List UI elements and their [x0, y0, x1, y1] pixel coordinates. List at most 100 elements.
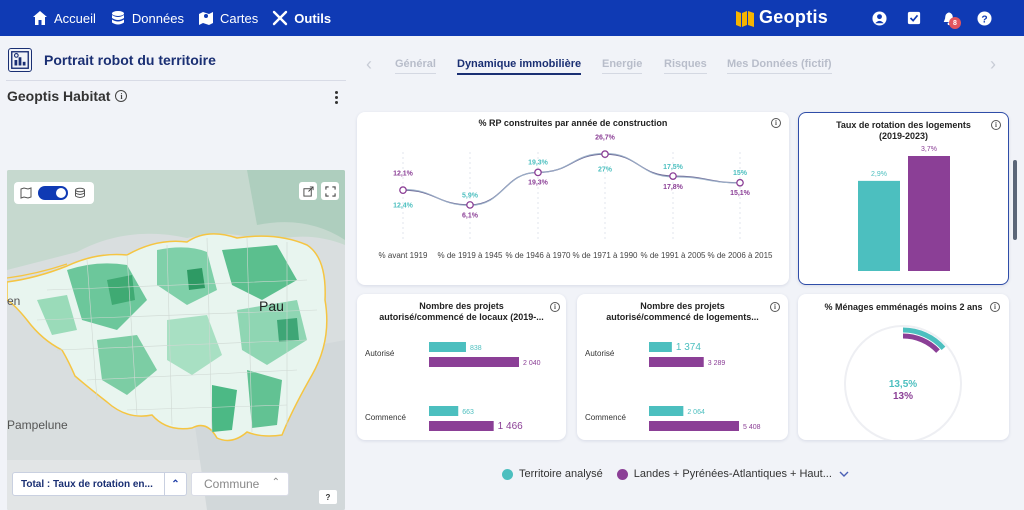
- data-mode-icon[interactable]: [74, 187, 86, 199]
- help-button[interactable]: ?: [975, 9, 993, 27]
- info-icon[interactable]: i: [771, 118, 781, 128]
- x-tick-label: % de 1946 à 1970: [506, 251, 571, 260]
- tab-energie[interactable]: Energie: [602, 58, 643, 74]
- bar: [429, 342, 466, 352]
- brand-logo[interactable]: Geoptis: [735, 7, 828, 28]
- data-label: 13,5%: [889, 379, 917, 390]
- card-title: Taux de rotation des logements (2019-202…: [836, 120, 971, 141]
- category-label: Commencé: [585, 413, 626, 422]
- map-label-pau: Pau: [259, 298, 284, 314]
- tab-prev-arrow-icon[interactable]: ‹: [366, 54, 372, 74]
- card-title: Nombre des projets autorisé/commencé de …: [379, 301, 544, 322]
- line-chart: % avant 1919 % de 1919 à 1945% de 1946 à …: [379, 134, 773, 260]
- data-label: 5,9%: [462, 192, 479, 199]
- user-account-button[interactable]: [870, 9, 888, 27]
- tab-next-arrow-icon[interactable]: ›: [990, 54, 996, 74]
- legend-label: Landes + Pyrénées-Atlantiques + Haut...: [633, 468, 832, 480]
- home-icon: [33, 11, 47, 25]
- data-label: 3 289: [708, 360, 726, 367]
- legend-item-territoire[interactable]: Territoire analysé: [502, 468, 603, 480]
- bar: [649, 357, 704, 367]
- legend-item-comparaison[interactable]: Landes + Pyrénées-Atlantiques + Haut...: [616, 468, 850, 480]
- nav-outils-label: Outils: [294, 10, 332, 26]
- notifications-button[interactable]: 8: [940, 9, 961, 29]
- tab-general[interactable]: Général: [395, 58, 436, 74]
- info-icon[interactable]: i: [991, 120, 1001, 130]
- nav-outils[interactable]: Outils: [272, 0, 331, 36]
- card-menages-emmenages: % Ménages emménagés moins 2 ans i 13,5% 1…: [798, 294, 1009, 440]
- chevron-down-icon[interactable]: [838, 469, 850, 479]
- series-line-comparaison: [402, 153, 741, 206]
- data-label: 12,4%: [393, 202, 414, 209]
- bar: [429, 357, 519, 367]
- data-label: 2,9%: [871, 171, 887, 178]
- bar: [429, 421, 494, 431]
- bar: [858, 180, 900, 271]
- legend-label: Territoire analysé: [519, 468, 603, 480]
- nav-cartes[interactable]: Cartes: [198, 0, 258, 36]
- vertical-scrollbar[interactable]: [1013, 160, 1017, 240]
- donut-arc: [902, 327, 946, 351]
- export-map-button[interactable]: [299, 182, 317, 200]
- indicator-select[interactable]: Total : Taux de rotation en... ⌃: [12, 472, 187, 496]
- data-label: 3,7%: [921, 146, 937, 153]
- tab-risques[interactable]: Risques: [664, 58, 707, 74]
- x-tick-label: % de 2006 à 2015: [708, 251, 773, 260]
- data-label: 17,8%: [663, 184, 684, 191]
- data-label: 1 374: [676, 342, 701, 353]
- info-icon[interactable]: i: [990, 302, 1000, 312]
- info-icon[interactable]: i: [115, 90, 128, 102]
- commune-select[interactable]: Commune ⌃: [191, 472, 289, 496]
- habitat-title: Geoptis Habitat i: [7, 88, 128, 104]
- left-panel: Portrait robot du territoire Geoptis Hab…: [0, 36, 352, 510]
- data-label: 15%: [733, 170, 748, 177]
- map-help-button[interactable]: ?: [319, 490, 337, 504]
- map-view-toggle[interactable]: [14, 182, 94, 204]
- data-label: 19,3%: [528, 179, 549, 186]
- choropleth-map[interactable]: [7, 170, 345, 510]
- card-title: % RP construites par année de constructi…: [478, 118, 668, 128]
- x-tick-label: % avant 1919: [379, 251, 428, 260]
- legend-swatch-teal: [502, 468, 513, 480]
- data-point: [399, 186, 407, 195]
- info-icon[interactable]: i: [770, 302, 780, 312]
- map-label-en: en: [7, 294, 21, 308]
- data-label: 663: [462, 409, 474, 416]
- category-label: Autorisé: [365, 349, 395, 358]
- geoptis-logo-icon: [736, 10, 754, 27]
- fullscreen-button[interactable]: [321, 182, 339, 200]
- info-icon[interactable]: i: [550, 302, 560, 312]
- map-view[interactable]: Pau Pampelune en Total : Taux de rotatio…: [7, 170, 345, 510]
- tab-mes-donnees[interactable]: Mes Données (fictif): [727, 58, 832, 74]
- chart-legend: Territoire analysé Landes + Pyrénées-Atl…: [502, 468, 864, 480]
- nav-donnees[interactable]: Données: [110, 0, 184, 36]
- chevron-up-icon: ⌃: [271, 477, 280, 488]
- locaux-bar-chart: Autorisé 838 2 040 Commencé 663 1 466: [365, 342, 541, 432]
- export-icon: [302, 185, 314, 197]
- card-projets-locaux: Nombre des projets autorisé/commencé de …: [357, 294, 566, 440]
- logements-bar-chart: Autorisé 1 374 3 289 Commencé 2 064 5 408: [585, 342, 761, 431]
- x-tick-label: % de 1971 à 1990: [573, 251, 638, 260]
- portrait-title: Portrait robot du territoire: [8, 48, 216, 72]
- territory-report-icon: [8, 48, 32, 72]
- category-label: Commencé: [365, 413, 406, 422]
- tasks-button[interactable]: [905, 9, 923, 27]
- rotation-bar-chart: 2,9% 3,7%: [858, 146, 950, 271]
- tab-dynamique-immobiliere[interactable]: Dynamique immobilière: [457, 58, 582, 75]
- nav-accueil[interactable]: Accueil: [32, 0, 96, 36]
- double-chevron-icon[interactable]: ⌃: [164, 473, 186, 495]
- indicator-select-value: Total : Taux de rotation en...: [21, 478, 153, 490]
- help-circle-icon: ?: [976, 10, 992, 26]
- bar: [649, 421, 739, 431]
- view-mode-switch[interactable]: [38, 186, 68, 200]
- bar: [649, 406, 684, 416]
- section-tabs: ‹ Général Dynamique immobilière Energie …: [360, 52, 1010, 78]
- x-tick-label: % de 1991 à 2005: [641, 251, 706, 260]
- more-options-button[interactable]: [332, 90, 340, 106]
- data-point: [601, 150, 609, 158]
- map-mode-icon[interactable]: [20, 187, 32, 199]
- database-icon: [111, 11, 124, 25]
- card-title: % Ménages emménagés moins 2 ans: [824, 302, 983, 312]
- x-tick-label: % de 1919 à 1945: [438, 251, 503, 260]
- data-label: 19,3%: [528, 159, 549, 166]
